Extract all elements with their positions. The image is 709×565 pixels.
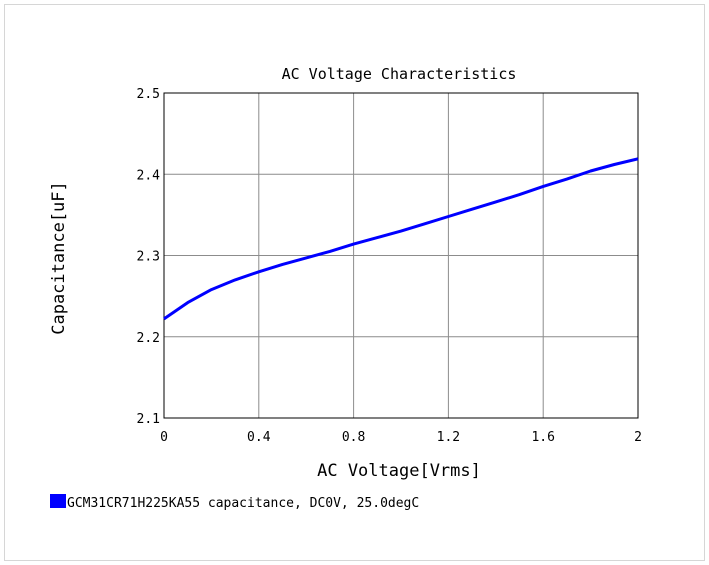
x-tick-label: 2 bbox=[634, 430, 642, 445]
x-tick-label: 0 bbox=[160, 430, 168, 445]
x-tick-label: 0.8 bbox=[342, 430, 365, 445]
legend-swatch bbox=[50, 494, 66, 508]
chart-frame bbox=[4, 4, 705, 561]
x-tick-label: 1.6 bbox=[531, 430, 554, 445]
series-line bbox=[163, 157, 639, 321]
y-tick-label: 2.1 bbox=[137, 412, 160, 427]
y-axis-label: Capacitance[uF] bbox=[49, 181, 69, 335]
grid-lines bbox=[164, 93, 638, 418]
plot-area bbox=[163, 92, 639, 419]
y-tick-label: 2.3 bbox=[137, 250, 160, 265]
y-tick-label: 2.2 bbox=[137, 331, 160, 346]
y-tick-label: 2.4 bbox=[137, 168, 161, 183]
legend-label: GCM31CR71H225KA55 capacitance, DC0V, 25.… bbox=[67, 496, 419, 511]
y-tick-label: 2.5 bbox=[137, 87, 160, 102]
series-layer bbox=[163, 157, 639, 321]
legend: GCM31CR71H225KA55 capacitance, DC0V, 25.… bbox=[50, 494, 419, 511]
x-tick-label: 0.4 bbox=[247, 430, 271, 445]
x-axis-label: AC Voltage[Vrms] bbox=[317, 461, 481, 481]
x-tick-label: 1.2 bbox=[437, 430, 460, 445]
tick-labels: 0 0.4 0.8 1.2 1.6 2 2.1 2.2 2.3 2.4 2.5 bbox=[137, 87, 642, 445]
chart-title: AC Voltage Characteristics bbox=[282, 65, 517, 83]
